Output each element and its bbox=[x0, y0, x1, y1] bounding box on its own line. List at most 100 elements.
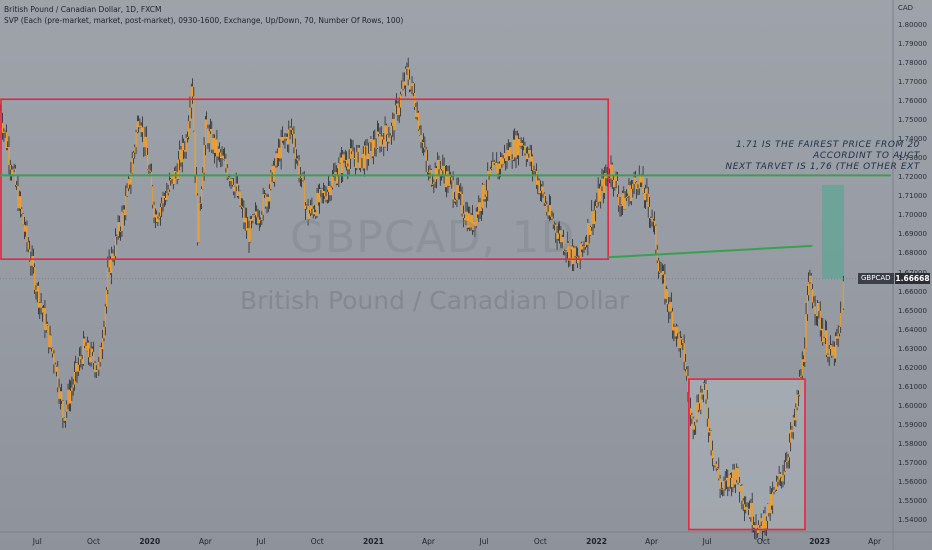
candle-body bbox=[123, 209, 126, 216]
candle-body bbox=[503, 153, 506, 159]
candle-body bbox=[52, 348, 54, 354]
candle-body bbox=[72, 384, 74, 388]
candle-body bbox=[729, 474, 731, 479]
candle-body bbox=[122, 209, 124, 212]
candle-body bbox=[589, 226, 592, 236]
range-box-lower bbox=[688, 378, 806, 531]
candle-body bbox=[704, 383, 706, 385]
candle-body bbox=[573, 247, 575, 265]
y-tick-label: 1.80000 bbox=[898, 21, 927, 29]
candle-body bbox=[471, 215, 473, 230]
candle-body bbox=[515, 135, 517, 158]
candle-body bbox=[385, 125, 387, 135]
candle-body bbox=[438, 159, 440, 170]
candle-body bbox=[344, 159, 346, 161]
candle-body bbox=[99, 347, 101, 362]
candle-body bbox=[494, 162, 497, 164]
candle-body bbox=[120, 230, 122, 232]
candle-body bbox=[173, 171, 176, 185]
candle-body bbox=[835, 336, 837, 359]
candle-body bbox=[706, 399, 708, 419]
candle-body bbox=[245, 217, 248, 231]
candle-body bbox=[775, 481, 778, 490]
candle-body bbox=[257, 217, 259, 224]
candle-body bbox=[462, 213, 464, 218]
candle-body bbox=[365, 145, 367, 147]
candle-body bbox=[298, 160, 300, 178]
candle-body bbox=[483, 184, 485, 200]
candle-body bbox=[718, 468, 720, 479]
candle-body bbox=[600, 186, 602, 202]
candle-body bbox=[548, 205, 550, 216]
candle-body bbox=[313, 212, 316, 215]
candle-body bbox=[367, 153, 369, 160]
candle-body bbox=[809, 275, 811, 282]
candle-body bbox=[399, 94, 402, 108]
candle-body bbox=[819, 310, 821, 331]
candle-body bbox=[421, 142, 423, 143]
candle-body bbox=[130, 173, 132, 185]
y-tick-label: 1.76000 bbox=[898, 97, 927, 106]
candle-body bbox=[95, 369, 97, 373]
y-tick-label: 1.63000 bbox=[898, 344, 927, 353]
candle-body bbox=[449, 175, 452, 178]
candle-body bbox=[354, 159, 357, 168]
candle-body bbox=[158, 216, 160, 219]
candle-body bbox=[48, 325, 50, 348]
candle-body bbox=[155, 214, 158, 223]
y-tick-label: 1.70000 bbox=[898, 211, 927, 220]
indicator-label[interactable]: SVP (Each (pre-market, market, post-mark… bbox=[4, 16, 404, 25]
candle-body bbox=[64, 411, 67, 421]
candle-body bbox=[801, 359, 803, 376]
candle-body bbox=[800, 375, 802, 377]
last-price-label: 1.66668 bbox=[895, 273, 930, 285]
candle-body bbox=[193, 96, 195, 131]
candle-body bbox=[713, 458, 715, 466]
candle-body bbox=[239, 191, 241, 206]
candle-body bbox=[280, 137, 282, 159]
candle-body bbox=[455, 199, 457, 202]
candle-body bbox=[336, 176, 339, 184]
candle-body bbox=[437, 159, 439, 180]
candle-body bbox=[240, 205, 242, 207]
candle-body bbox=[220, 152, 222, 159]
candle-body bbox=[30, 260, 32, 266]
candle-body bbox=[529, 150, 531, 162]
candle-body bbox=[262, 194, 264, 215]
candle-body bbox=[247, 228, 249, 231]
candle-body bbox=[340, 157, 343, 174]
candle-body bbox=[832, 346, 834, 356]
candle-body bbox=[810, 275, 812, 290]
candle-body bbox=[521, 142, 524, 146]
x-tick-label: Jul bbox=[256, 537, 266, 546]
candle-body bbox=[435, 168, 438, 180]
candle-body bbox=[535, 171, 538, 185]
candle-body bbox=[8, 146, 10, 165]
candle-body bbox=[361, 153, 363, 159]
candle-body bbox=[203, 145, 205, 173]
candle-body bbox=[570, 246, 572, 250]
candle-body bbox=[285, 136, 287, 139]
chart-title[interactable]: British Pound / Canadian Dollar, 1D, FXC… bbox=[4, 5, 162, 14]
candle-body bbox=[643, 192, 645, 201]
candle-body bbox=[303, 180, 305, 209]
candle-body bbox=[770, 494, 773, 506]
candle-body bbox=[517, 139, 520, 156]
candle-body bbox=[171, 175, 173, 180]
candle-body bbox=[289, 127, 291, 130]
candle-body bbox=[433, 181, 435, 185]
y-tick-label: 1.55000 bbox=[898, 496, 927, 505]
candle-body bbox=[524, 145, 526, 154]
candle-body bbox=[161, 203, 163, 207]
candle-body bbox=[593, 210, 595, 225]
candle-body bbox=[329, 185, 331, 196]
candle-body bbox=[212, 137, 214, 150]
candle-body bbox=[342, 154, 344, 174]
candle-body bbox=[557, 233, 559, 239]
candle-body bbox=[597, 188, 599, 203]
candle-body bbox=[838, 326, 841, 334]
candle-body bbox=[297, 158, 299, 161]
candle-body bbox=[627, 195, 629, 197]
candle-body bbox=[678, 333, 680, 349]
